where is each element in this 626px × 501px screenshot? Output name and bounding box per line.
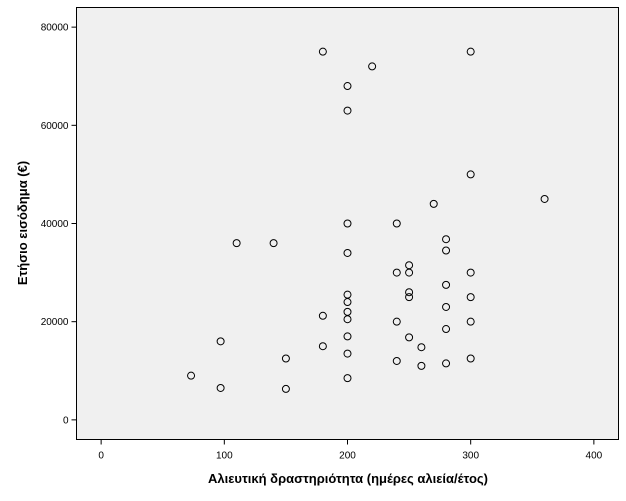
scatter-point	[392, 356, 401, 365]
scatter-point	[466, 293, 475, 302]
scatter-point	[343, 298, 352, 307]
scatter-point	[466, 47, 475, 56]
x-tick-label: 400	[586, 451, 603, 462]
y-tick-label: 80000	[41, 23, 69, 34]
scatter-point	[318, 311, 327, 320]
x-tick-label: 0	[98, 451, 104, 462]
scatter-point	[442, 359, 451, 368]
scatter-point	[466, 170, 475, 179]
scatter-point	[466, 354, 475, 363]
scatter-point	[466, 317, 475, 326]
scatter-point	[442, 302, 451, 311]
scatter-point	[269, 239, 278, 248]
scatter-point	[392, 219, 401, 228]
plot-area	[76, 7, 619, 440]
y-axis-title: Ετήσιο εισόδημα (€)	[15, 161, 30, 285]
x-axis-title: Αλιευτική δραστηριότητα (ημέρες αλιεία/έ…	[208, 471, 488, 486]
scatter-point	[442, 280, 451, 289]
scatter-point	[281, 354, 290, 363]
y-tick-label: 60000	[41, 121, 69, 132]
x-tick-label: 300	[462, 451, 479, 462]
scatter-point	[368, 62, 377, 71]
x-tick-label: 100	[216, 451, 233, 462]
scatter-point	[343, 349, 352, 358]
y-axis: 0 20000 40000 60000 80000	[41, 23, 77, 426]
scatter-point	[318, 342, 327, 351]
scatter-point	[417, 361, 426, 370]
scatter-point	[343, 315, 352, 324]
scatter-point	[343, 106, 352, 115]
scatter-point	[281, 384, 290, 393]
scatter-point	[405, 288, 414, 297]
y-tick-label: 40000	[41, 219, 69, 230]
scatter-point	[343, 332, 352, 341]
scatter-point	[442, 325, 451, 334]
scatter-point	[216, 337, 225, 346]
scatter-point	[429, 199, 438, 208]
scatter-point	[405, 333, 414, 342]
scatter-point	[343, 374, 352, 383]
scatter-point	[232, 239, 241, 248]
scatter-point	[442, 235, 451, 244]
scatter-point	[343, 248, 352, 257]
scatter-point	[405, 293, 414, 302]
data-points	[187, 47, 549, 393]
y-tick-label: 0	[63, 415, 69, 426]
y-tick-label: 20000	[41, 317, 69, 328]
scatter-point	[343, 82, 352, 91]
scatter-point	[417, 343, 426, 352]
scatter-point	[392, 268, 401, 277]
x-axis: 0 100 200 300 400	[98, 439, 603, 462]
scatter-point	[216, 383, 225, 392]
scatter-point	[343, 219, 352, 228]
scatter-point	[442, 246, 451, 255]
scatter-point	[318, 47, 327, 56]
scatter-point	[466, 268, 475, 277]
scatter-point	[187, 371, 196, 380]
x-tick-label: 200	[339, 451, 356, 462]
scatter-point	[405, 268, 414, 277]
scatter-point	[392, 317, 401, 326]
scatter-point	[540, 194, 549, 203]
